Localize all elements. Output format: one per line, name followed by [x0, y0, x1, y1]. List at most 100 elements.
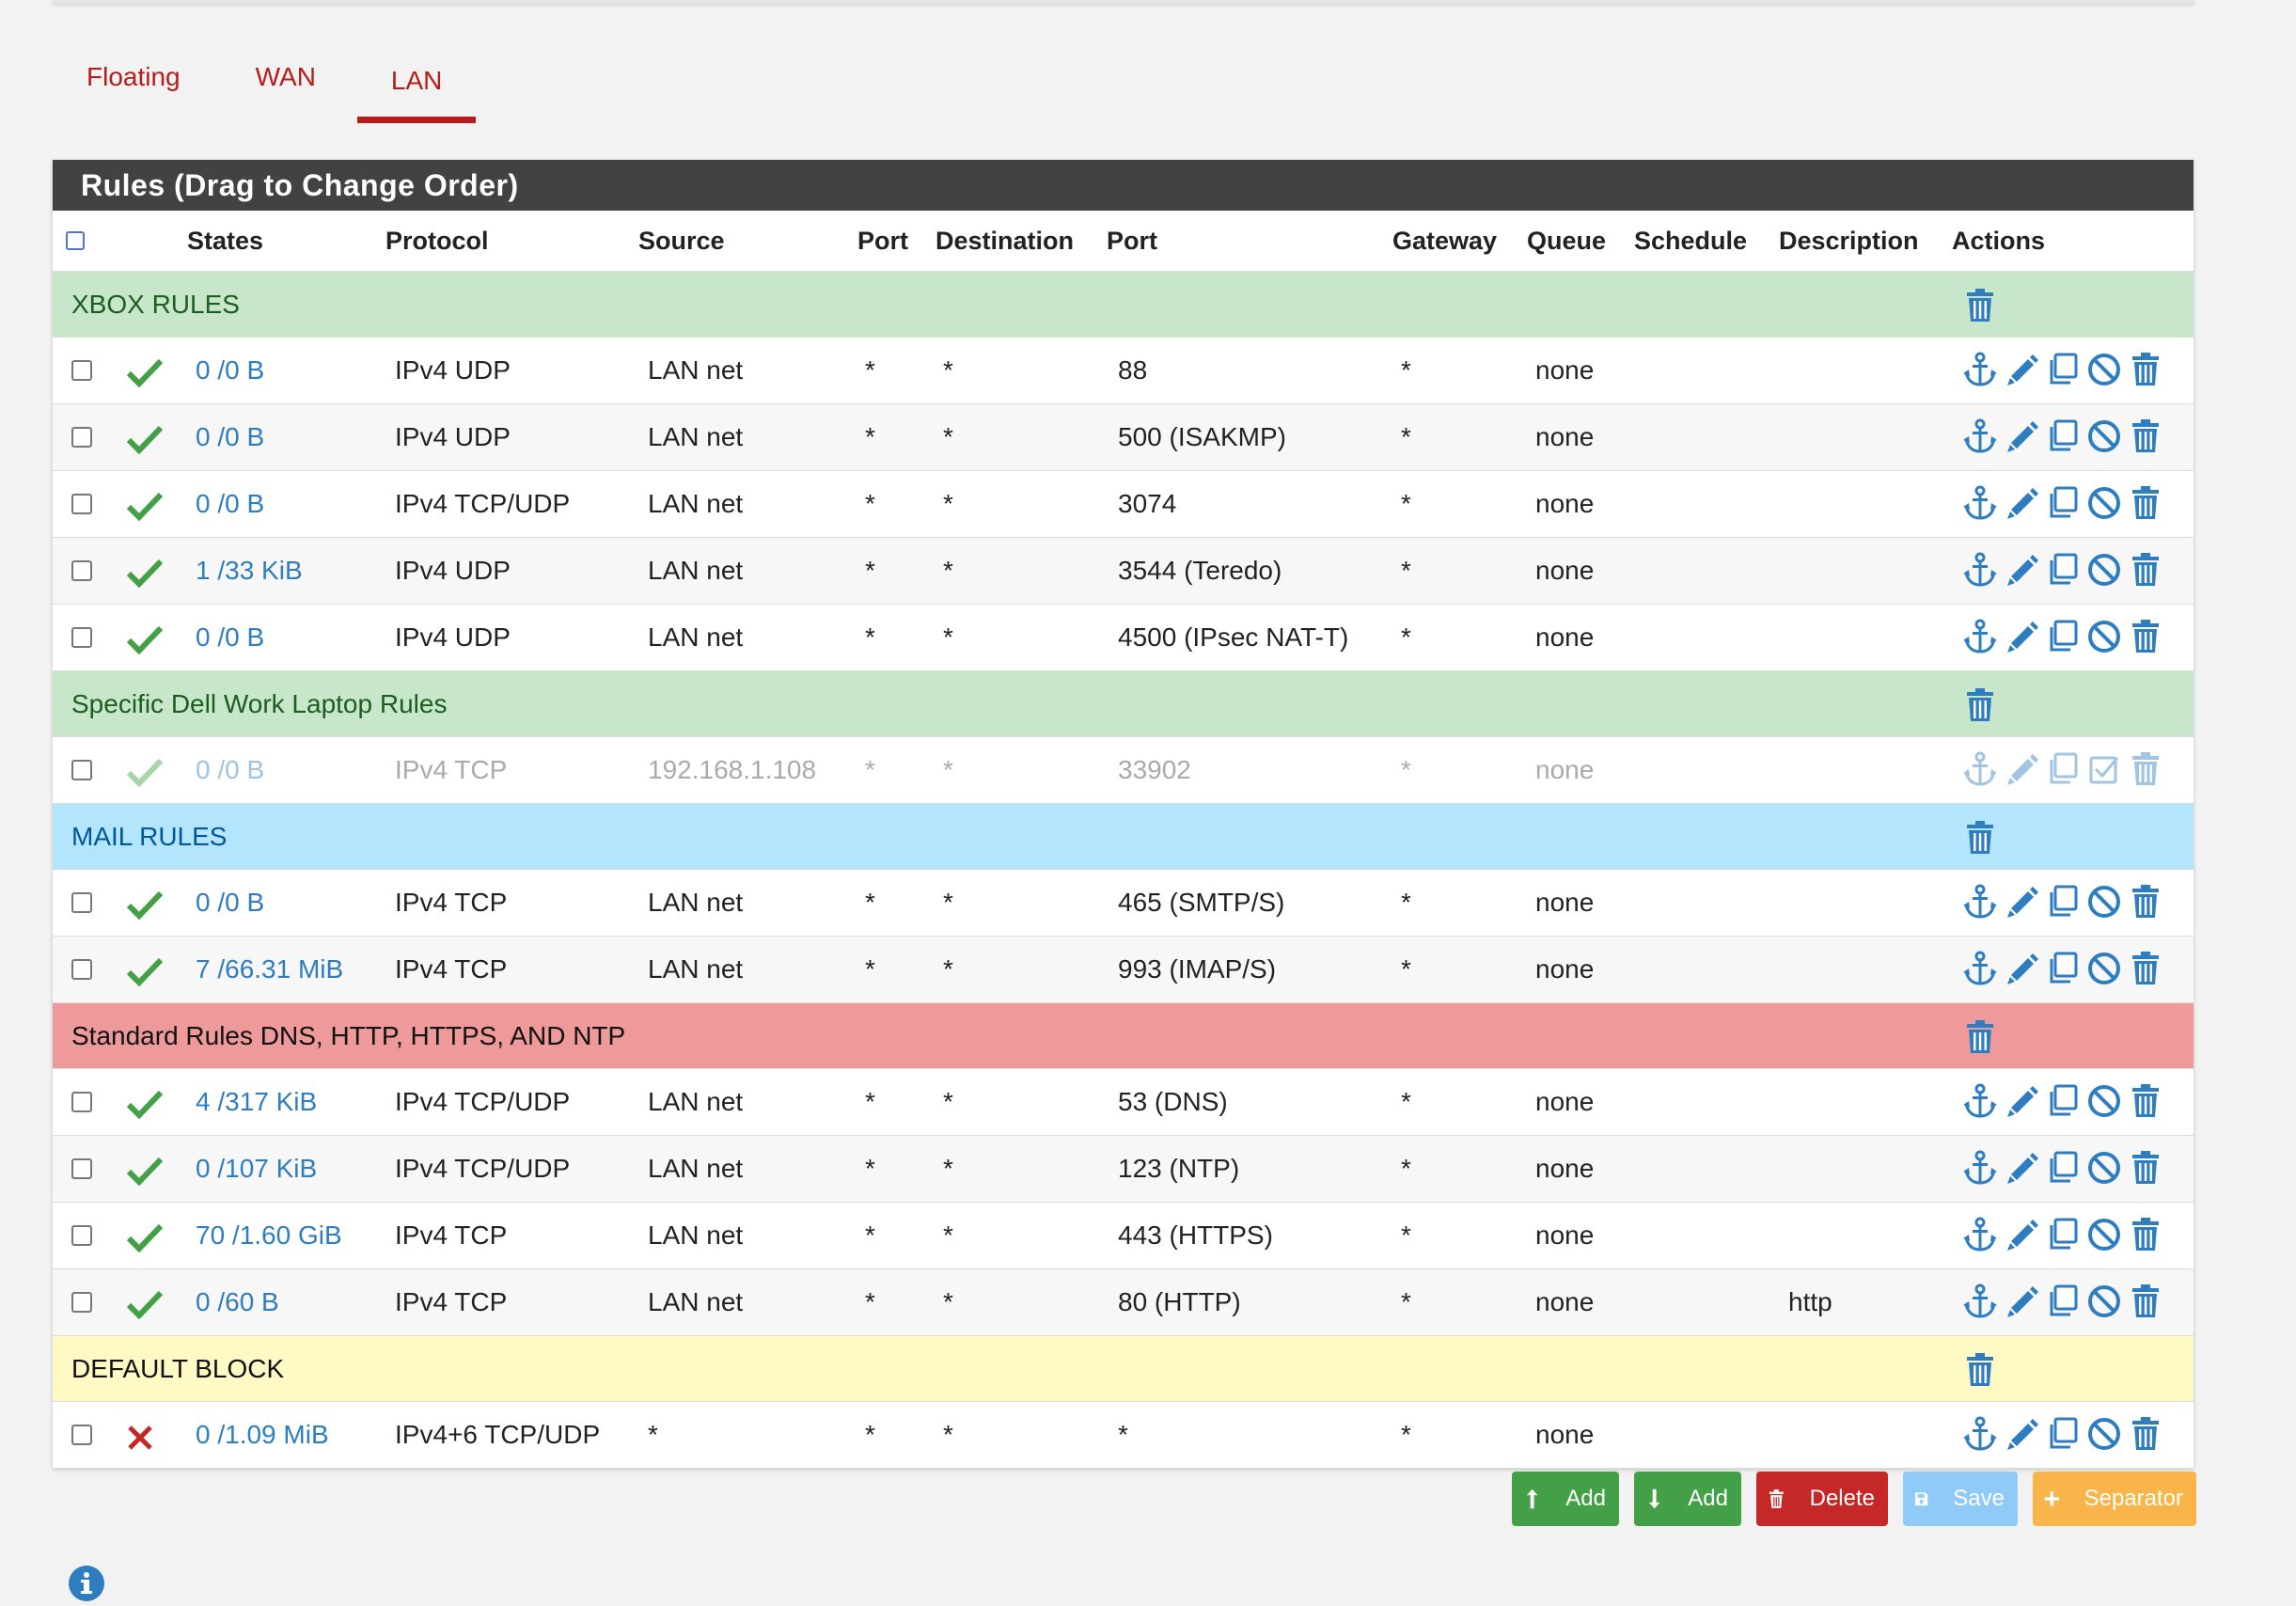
disable-icon[interactable]: [2085, 417, 2123, 455]
copy-icon[interactable]: [2044, 1415, 2082, 1453]
anchor-icon[interactable]: [1961, 1149, 1999, 1187]
row-checkbox[interactable]: [71, 360, 92, 381]
trash-icon[interactable]: [2127, 484, 2164, 522]
table-row[interactable]: 0 /0 B IPv4 UDP LAN net * * 4500 (IPsec NAT-T…: [53, 605, 2194, 671]
anchor-icon[interactable]: [1961, 1415, 1999, 1453]
disable-icon[interactable]: [2085, 1082, 2123, 1120]
copy-icon[interactable]: [2044, 618, 2082, 655]
trash-icon[interactable]: [2127, 1415, 2164, 1453]
row-checkbox[interactable]: [71, 959, 92, 980]
trash-icon[interactable]: [2127, 417, 2164, 455]
rule-states[interactable]: 0 /0 B: [196, 755, 265, 784]
tab-floating[interactable]: Floating: [86, 62, 181, 91]
delete-button[interactable]: Delete: [1756, 1472, 1888, 1526]
trash-icon[interactable]: [1961, 1018, 1999, 1056]
pencil-icon[interactable]: [2003, 1216, 2040, 1253]
rule-states[interactable]: 4 /317 KiB: [196, 1087, 318, 1116]
trash-icon[interactable]: [2127, 1283, 2164, 1320]
disable-icon[interactable]: [2085, 551, 2123, 589]
trash-icon[interactable]: [2127, 618, 2164, 655]
table-row[interactable]: 0 /60 B IPv4 TCP LAN net * * 80 (HTTP) * none ht…: [53, 1269, 2194, 1336]
table-row[interactable]: 0 /107 KiB IPv4 TCP/UDP LAN net * * 123 (NTP)…: [53, 1136, 2194, 1203]
copy-icon[interactable]: [2044, 750, 2082, 788]
row-checkbox[interactable]: [71, 1225, 92, 1246]
disable-icon[interactable]: [2085, 351, 2123, 388]
copy-icon[interactable]: [2044, 1216, 2082, 1253]
row-checkbox[interactable]: [71, 892, 92, 913]
copy-icon[interactable]: [2044, 1283, 2082, 1320]
row-checkbox[interactable]: [71, 760, 92, 780]
tab-lan[interactable]: LAN: [356, 38, 477, 123]
trash-icon[interactable]: [2127, 950, 2164, 987]
copy-icon[interactable]: [2044, 950, 2082, 987]
trash-icon[interactable]: [1961, 287, 1999, 324]
row-checkbox[interactable]: [71, 1292, 92, 1313]
copy-icon[interactable]: [2044, 484, 2082, 522]
pencil-icon[interactable]: [2003, 1415, 2040, 1453]
rule-states[interactable]: 0 /0 B: [196, 422, 265, 451]
rule-states[interactable]: 0 /107 KiB: [196, 1154, 318, 1183]
table-row[interactable]: 0 /0 B IPv4 TCP/UDP LAN net * * 3074 * none: [53, 471, 2194, 538]
table-row[interactable]: 1 /33 KiB IPv4 UDP LAN net * * 3544 (Teredo) *…: [53, 538, 2194, 605]
rule-states[interactable]: 0 /0 B: [196, 489, 265, 518]
copy-icon[interactable]: [2044, 351, 2082, 388]
rule-states[interactable]: 0 /0 B: [196, 888, 265, 917]
table-row[interactable]: 0 /1.09 MiB IPv4+6 TCP/UDP * * * * * none: [53, 1402, 2194, 1469]
disable-icon[interactable]: [2085, 618, 2123, 655]
table-row[interactable]: 4 /317 KiB IPv4 TCP/UDP LAN net * * 53 (DNS) *…: [53, 1069, 2194, 1136]
copy-icon[interactable]: [2044, 883, 2082, 921]
copy-icon[interactable]: [2044, 1149, 2082, 1187]
disable-icon[interactable]: [2085, 484, 2123, 522]
anchor-icon[interactable]: [1961, 1283, 1999, 1320]
separator-button[interactable]: Separator: [2033, 1472, 2196, 1526]
trash-icon[interactable]: [2127, 750, 2164, 788]
trash-icon[interactable]: [2127, 883, 2164, 921]
copy-icon[interactable]: [2044, 417, 2082, 455]
anchor-icon[interactable]: [1961, 551, 1999, 589]
table-row[interactable]: 7 /66.31 MiB IPv4 TCP LAN net * * 993 (IMAP/S…: [53, 937, 2194, 1003]
row-checkbox[interactable]: [71, 627, 92, 648]
rule-states[interactable]: 0 /60 B: [196, 1287, 279, 1316]
anchor-icon[interactable]: [1961, 618, 1999, 655]
trash-icon[interactable]: [2127, 1149, 2164, 1187]
pencil-icon[interactable]: [2003, 950, 2040, 987]
table-row[interactable]: 0 /0 B IPv4 UDP LAN net * * 500 (ISAKMP) * none: [53, 404, 2194, 471]
anchor-icon[interactable]: [1961, 484, 1999, 522]
table-row[interactable]: 0 /0 B IPv4 TCP LAN net * * 465 (SMTP/S) * none: [53, 870, 2194, 937]
trash-icon[interactable]: [1961, 686, 1999, 724]
anchor-icon[interactable]: [1961, 351, 1999, 388]
anchor-icon[interactable]: [1961, 1082, 1999, 1120]
row-checkbox[interactable]: [71, 494, 92, 514]
row-checkbox[interactable]: [71, 560, 92, 581]
pencil-icon[interactable]: [2003, 883, 2040, 921]
row-checkbox[interactable]: [71, 427, 92, 448]
tab-wan[interactable]: WAN: [255, 62, 316, 91]
add-top-button[interactable]: Add: [1512, 1472, 1619, 1526]
row-checkbox[interactable]: [71, 1092, 92, 1112]
rule-states[interactable]: 1 /33 KiB: [196, 556, 303, 585]
enable-icon[interactable]: [2085, 750, 2123, 788]
anchor-icon[interactable]: [1961, 950, 1999, 987]
disable-icon[interactable]: [2085, 950, 2123, 987]
trash-icon[interactable]: [1961, 1351, 1999, 1389]
disable-icon[interactable]: [2085, 883, 2123, 921]
trash-icon[interactable]: [1961, 819, 1999, 857]
row-checkbox[interactable]: [71, 1425, 92, 1445]
info-icon[interactable]: [68, 1565, 105, 1602]
disable-icon[interactable]: [2085, 1283, 2123, 1320]
table-row[interactable]: 70 /1.60 GiB IPv4 TCP LAN net * * 443 (HTTPS)…: [53, 1203, 2194, 1269]
anchor-icon[interactable]: [1961, 883, 1999, 921]
disable-icon[interactable]: [2085, 1415, 2123, 1453]
trash-icon[interactable]: [2127, 1216, 2164, 1253]
copy-icon[interactable]: [2044, 551, 2082, 589]
select-all-checkbox[interactable]: [66, 231, 85, 250]
rule-states[interactable]: 0 /0 B: [196, 622, 265, 652]
pencil-icon[interactable]: [2003, 618, 2040, 655]
pencil-icon[interactable]: [2003, 484, 2040, 522]
trash-icon[interactable]: [2127, 551, 2164, 589]
disable-icon[interactable]: [2085, 1149, 2123, 1187]
pencil-icon[interactable]: [2003, 1283, 2040, 1320]
pencil-icon[interactable]: [2003, 750, 2040, 788]
rule-states[interactable]: 0 /1.09 MiB: [196, 1420, 329, 1449]
add-bottom-button[interactable]: Add: [1634, 1472, 1741, 1526]
